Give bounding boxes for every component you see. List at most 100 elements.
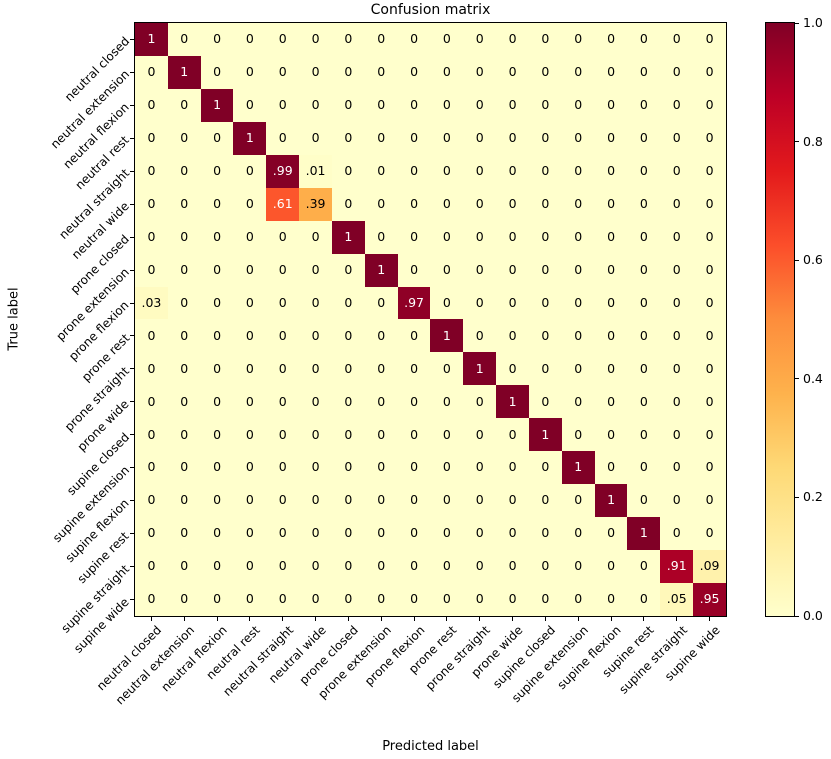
heatmap-cell: 0 [693,253,726,287]
heatmap-cell: 1 [496,385,529,419]
heatmap-cell: 0 [528,286,562,320]
heatmap-cell: 0 [430,253,464,287]
heatmap-cell: 0 [496,352,529,386]
heatmap-cell: 0 [430,154,464,188]
colorbar-tick [795,259,799,261]
x-axis-tick [150,617,152,621]
y-axis-tick [130,599,134,601]
heatmap-cell: 0 [233,352,267,386]
heatmap-cell: 0 [496,187,529,221]
heatmap-cell: 0 [594,517,628,551]
heatmap-cell: 0 [627,286,661,320]
heatmap-cell: 0 [397,23,431,56]
heatmap-cell: 0 [299,517,332,551]
heatmap-cell: 0 [299,23,332,56]
colorbar [765,22,795,617]
heatmap-cell: 1 [135,23,168,56]
x-axis-tick [544,617,546,621]
heatmap-cell: 0 [627,451,661,485]
heatmap-cell: 0 [331,484,365,518]
heatmap-cell: 0 [135,253,168,287]
heatmap-cell: 0 [496,517,529,551]
heatmap-cell: 0 [167,385,201,419]
heatmap-cell: 0 [266,418,300,452]
heatmap-cell: 0 [463,517,497,551]
heatmap-cell: 0 [693,55,726,89]
heatmap-cell: 0 [233,23,267,56]
heatmap-cell: 0 [594,121,628,155]
x-axis-tick [380,617,382,621]
heatmap-cell: 0 [693,154,726,188]
heatmap-cell: 0 [561,319,595,353]
heatmap-cell: 0 [331,583,365,616]
heatmap-cell: 0 [135,55,168,89]
heatmap-cell: 0 [135,517,168,551]
heatmap-cell: 0 [594,451,628,485]
heatmap-cell: 0 [364,88,398,122]
heatmap-cell: 0 [200,451,234,485]
heatmap-cell: 1 [331,220,365,254]
heatmap-cell: 0 [364,319,398,353]
heatmap-cell: 0 [561,154,595,188]
chart-title: Confusion matrix [370,2,491,18]
heatmap-cell: 0 [397,55,431,89]
x-axis-tick [183,617,185,621]
heatmap-cell: 0 [463,451,497,485]
heatmap-cell: 1 [167,55,201,89]
heatmap-cell: 0 [200,187,234,221]
heatmap-cell: 0 [167,484,201,518]
heatmap-cell: 0 [299,121,332,155]
heatmap-cell: 0 [430,484,464,518]
heatmap-cell: .01 [299,154,332,188]
heatmap-cell: 0 [266,220,300,254]
heatmap-cell: 0 [561,484,595,518]
heatmap-cell: 0 [627,154,661,188]
heatmap-cell: 0 [200,583,234,616]
heatmap-cell: 0 [430,23,464,56]
colorbar-tick-label: 0.6 [803,252,823,268]
heatmap-cell: 0 [266,253,300,287]
heatmap-cell: 0 [594,23,628,56]
heatmap-cell: 0 [528,319,562,353]
heatmap-cell: 0 [627,418,661,452]
colorbar-tick-label: 0.0 [803,608,823,623]
heatmap-cell: 0 [660,88,694,122]
heatmap-cell: 0 [693,23,726,56]
heatmap-cell: 0 [463,154,497,188]
heatmap-cell: 1 [463,352,497,386]
heatmap-cell: 0 [135,121,168,155]
heatmap-cell: 0 [364,23,398,56]
heatmap-cell: 0 [528,550,562,584]
heatmap-cell: 0 [430,352,464,386]
heatmap-cell: 0 [561,550,595,584]
heatmap-cell: 0 [266,550,300,584]
heatmap-cell: 0 [627,220,661,254]
heatmap-cell: 0 [364,418,398,452]
heatmap-cell: 0 [397,154,431,188]
x-axis-tick [643,617,645,621]
y-axis-tick [130,137,134,139]
y-axis-tick [130,236,134,238]
heatmap-cell: 0 [528,55,562,89]
heatmap-cell: 0 [594,385,628,419]
y-axis-tick [130,71,134,73]
heatmap-cell: 0 [463,23,497,56]
heatmap-cell: 0 [135,88,168,122]
y-axis-tick [130,467,134,469]
heatmap-cell: 0 [561,23,595,56]
heatmap-cell: 0 [233,55,267,89]
heatmap-cell: 1 [594,484,628,518]
heatmap-cell: 0 [135,154,168,188]
heatmap-cell: 0 [167,583,201,616]
y-axis-tick [130,401,134,403]
heatmap-cell: 0 [627,484,661,518]
heatmap-cell: 0 [266,451,300,485]
heatmap-cell: 0 [660,451,694,485]
heatmap-cell: 0 [233,385,267,419]
heatmap-cell: 0 [135,550,168,584]
heatmap-cell: 0 [397,484,431,518]
heatmap-cell: 0 [266,88,300,122]
heatmap-cell: 0 [528,121,562,155]
heatmap-cell: 0 [627,55,661,89]
heatmap-cell: 0 [528,385,562,419]
